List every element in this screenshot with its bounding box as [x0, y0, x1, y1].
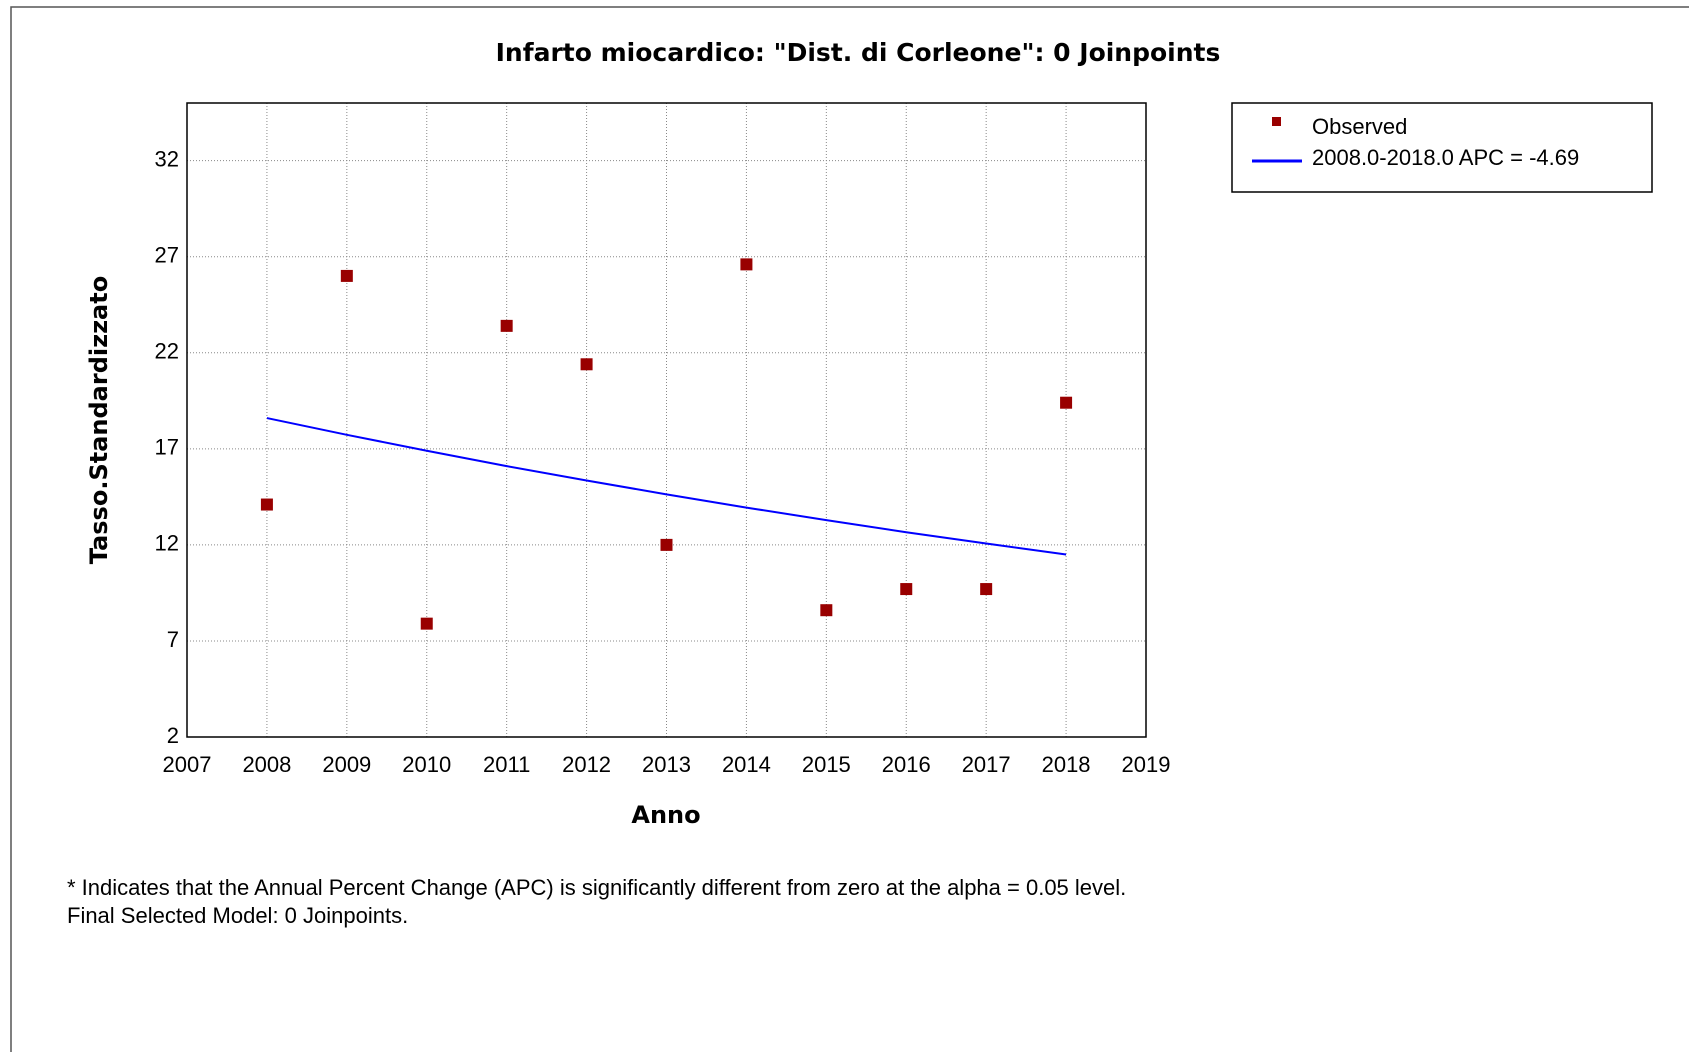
point [420, 617, 433, 630]
point [260, 498, 273, 511]
y-tick-label: 2 [167, 723, 179, 748]
x-tick-label: 2007 [163, 752, 212, 777]
x-tick-label: 2008 [242, 752, 291, 777]
x-tick-label: 2017 [962, 752, 1011, 777]
x-tick-label: 2013 [642, 752, 691, 777]
y-tick-label: 12 [155, 531, 179, 556]
y-tick-label: 7 [167, 627, 179, 652]
footnote: * Indicates that the Annual Percent Chan… [67, 875, 1126, 900]
plot-border [186, 102, 1147, 738]
legend-box [1231, 102, 1653, 193]
x-tick-label: 2019 [1122, 752, 1171, 777]
point [660, 538, 673, 551]
point [340, 269, 353, 282]
legend-label: Observed [1312, 114, 1407, 139]
y-tick-label: 27 [155, 243, 179, 268]
x-tick-label: 2014 [722, 752, 771, 777]
y-tick-label: 32 [155, 146, 179, 171]
point [900, 583, 913, 596]
y-axis-label: Tasso.Standardizzato [85, 276, 113, 564]
point [1060, 396, 1073, 409]
point [820, 604, 833, 617]
point [980, 583, 993, 596]
legend-marker [1272, 117, 1281, 126]
x-tick-label: 2018 [1042, 752, 1091, 777]
x-tick-label: 2012 [562, 752, 611, 777]
point [580, 358, 593, 371]
x-tick-label: 2010 [402, 752, 451, 777]
point [500, 319, 513, 332]
x-axis-label: Anno [631, 801, 700, 829]
point [740, 258, 753, 271]
x-tick-label: 2009 [322, 752, 371, 777]
x-tick-label: 2016 [882, 752, 931, 777]
plot-area [187, 103, 1146, 737]
fit-line [266, 417, 1067, 556]
chart-title: Infarto miocardico: "Dist. di Corleone":… [496, 38, 1221, 67]
x-tick-label: 2011 [483, 752, 530, 777]
y-tick-label: 22 [155, 339, 179, 364]
x-tick-label: 2015 [802, 752, 851, 777]
legend-label: 2008.0-2018.0 APC = -4.69 [1312, 145, 1579, 170]
footnote: Final Selected Model: 0 Joinpoints. [67, 903, 408, 928]
y-tick-label: 17 [155, 435, 179, 460]
